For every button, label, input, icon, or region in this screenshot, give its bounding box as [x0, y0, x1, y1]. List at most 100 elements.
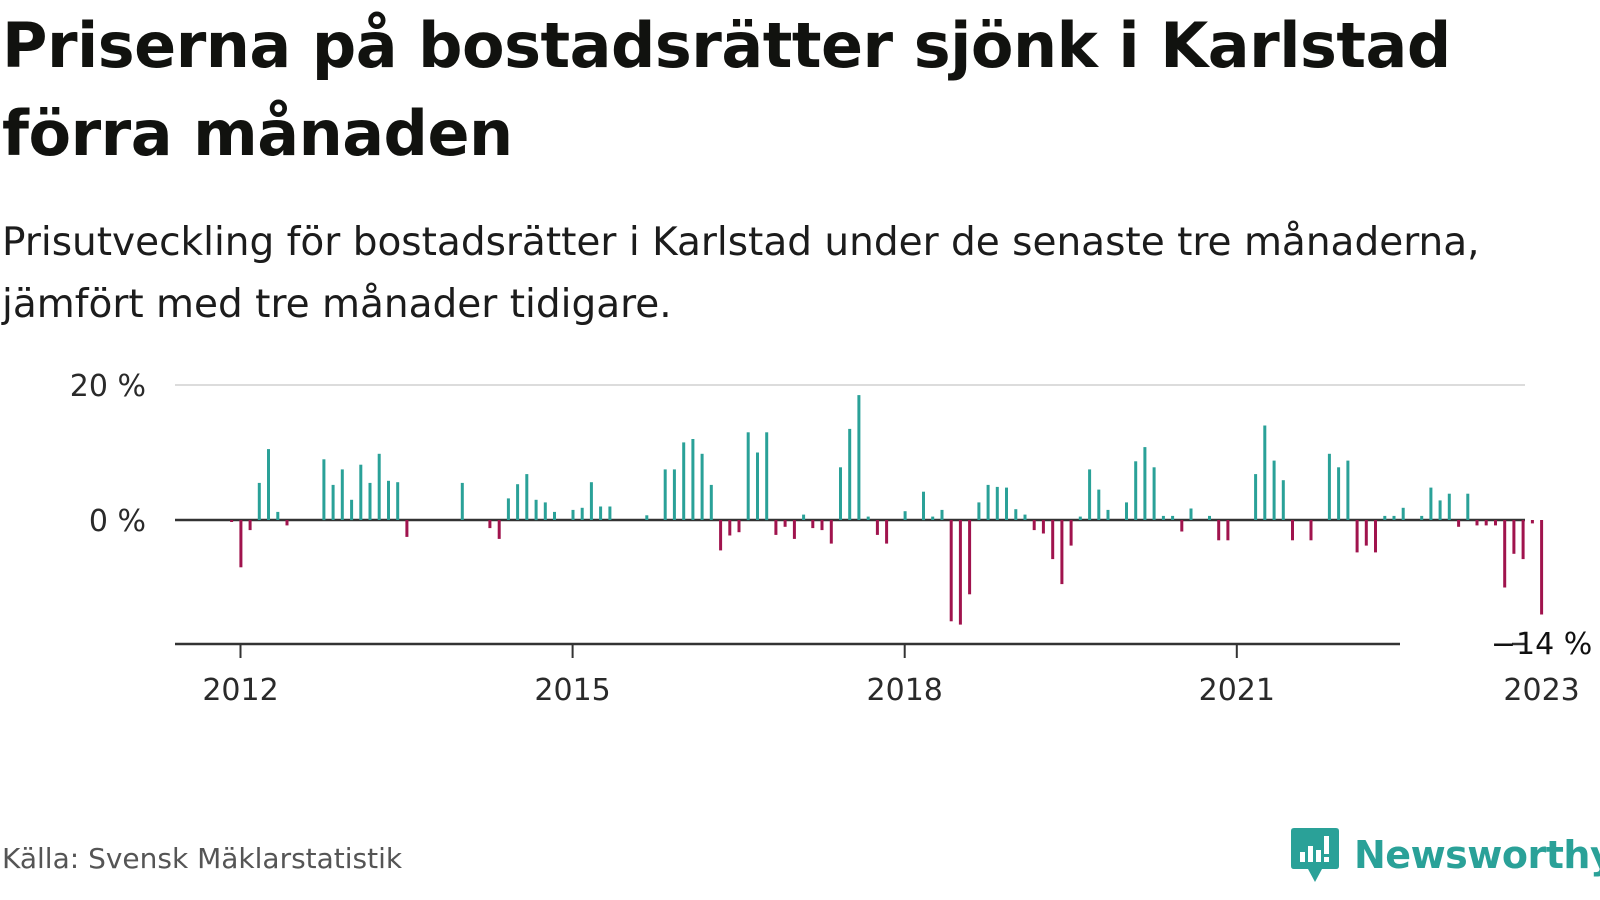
newsworthy-logo-icon: [1291, 828, 1339, 882]
bar: [516, 484, 520, 520]
bar: [1364, 520, 1368, 546]
x-tick-label: 2012: [202, 673, 278, 708]
bar: [1088, 469, 1092, 520]
bar: [1023, 514, 1027, 520]
bar: [672, 469, 676, 520]
bar: [765, 432, 769, 521]
bar: [230, 520, 234, 522]
bar: [1097, 489, 1101, 520]
newsworthy-logo: Newsworthy: [1290, 826, 1600, 884]
x-tick-label: 2023: [1503, 673, 1579, 708]
bar: [387, 480, 390, 520]
bar: [1125, 502, 1128, 520]
bar: [1530, 520, 1534, 524]
bar: [1337, 467, 1341, 520]
bar: [599, 506, 603, 520]
bar: [1060, 520, 1064, 585]
bar: [1014, 509, 1018, 520]
bar: [1447, 493, 1451, 520]
bar: [543, 502, 547, 520]
bar: [719, 520, 723, 551]
bar: [1374, 520, 1377, 553]
bar: [1383, 515, 1387, 520]
bar: [1208, 515, 1211, 520]
bar: [709, 484, 713, 520]
bar: [746, 432, 750, 521]
bar: [829, 520, 833, 544]
bar: [359, 464, 363, 520]
bar: [1032, 520, 1036, 531]
bar: [783, 520, 787, 527]
bar: [1254, 474, 1258, 520]
bar: [257, 482, 261, 520]
bar: [1521, 520, 1525, 560]
bar: [663, 469, 667, 520]
bar: [1161, 515, 1165, 520]
bar: [820, 520, 824, 531]
bar: [977, 502, 981, 520]
bar: [1180, 520, 1184, 532]
bar: [1272, 460, 1276, 520]
bar: [1143, 447, 1147, 520]
chart-title: Priserna på bostadsrätter sjönk i Karlst…: [2, 9, 1451, 170]
bar: [285, 520, 289, 526]
bar: [1005, 487, 1008, 520]
bar: [571, 509, 575, 520]
bar: [1512, 520, 1516, 554]
bar: [1327, 453, 1331, 520]
bar: [866, 516, 870, 520]
x-tick-label: 2021: [1199, 673, 1275, 708]
bar: [1078, 516, 1082, 520]
bar: [608, 506, 612, 520]
bar: [811, 520, 815, 529]
x-tick-label: 2018: [867, 673, 943, 708]
bar: [1438, 500, 1442, 520]
bar: [903, 511, 907, 520]
bar: [1134, 461, 1138, 520]
bar: [848, 428, 852, 520]
bar: [1051, 520, 1055, 560]
bar: [1106, 509, 1110, 520]
bar: [1484, 520, 1488, 526]
bar: [1392, 515, 1396, 520]
bar: [267, 449, 270, 520]
bar: [682, 442, 686, 520]
bar: [737, 520, 741, 533]
bar: [1457, 520, 1461, 527]
bar: [497, 520, 501, 539]
bar: [792, 520, 796, 539]
bar: [525, 474, 529, 520]
bar: [940, 509, 944, 520]
bar: [691, 439, 695, 520]
bar: [774, 520, 778, 535]
bar: [460, 482, 464, 520]
bar: [276, 511, 280, 520]
bar: [885, 520, 889, 544]
bar: [931, 516, 935, 520]
bar: [1069, 520, 1073, 546]
bar: [239, 520, 243, 568]
bar: [580, 507, 584, 520]
bar: [1226, 520, 1230, 541]
bar: [1171, 515, 1175, 520]
bar: [340, 469, 344, 520]
bar: [839, 467, 842, 520]
bar: [1355, 520, 1359, 553]
bar: [1401, 507, 1405, 520]
bar: [405, 520, 409, 537]
bar: [1466, 493, 1470, 520]
bar: [958, 520, 962, 625]
bar: [922, 491, 925, 521]
bar: [396, 482, 400, 520]
bar: [1041, 520, 1045, 534]
bar-chart: 20 % 0 % 2012 2015 2018 2021 2023 −14 %: [70, 369, 1592, 708]
bar: [857, 395, 861, 520]
bar: [1152, 467, 1156, 520]
chart-subtitle: Prisutveckling för bostadsrätter i Karls…: [2, 220, 1480, 327]
y-tick-label: 0 %: [89, 504, 146, 539]
bar: [802, 514, 806, 520]
bar: [534, 499, 538, 521]
bar: [995, 486, 999, 520]
bar: [1291, 520, 1294, 541]
bar: [728, 520, 732, 536]
